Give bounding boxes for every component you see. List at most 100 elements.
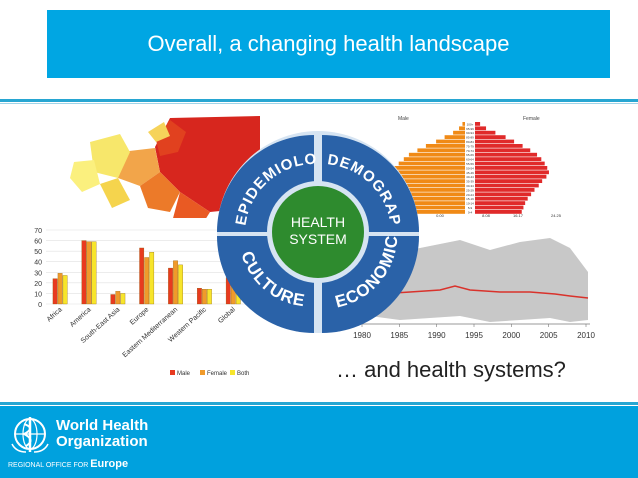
pyramid-female-bar [475, 174, 547, 179]
pyramid-male-bar [425, 144, 465, 148]
pyramid-x-tick: 24.25 [551, 213, 562, 218]
bar-chart-y-tick: 40 [34, 260, 42, 267]
footer-band [0, 406, 638, 478]
pyramid-female-bar [475, 161, 545, 166]
pyramid-female-bar [475, 210, 522, 214]
wheel-center-line2: SYSTEM [289, 231, 347, 247]
pyramid-male-bar [444, 135, 465, 139]
population-pyramid: Male Female 100+95-9990-9485-8980-8475-7… [391, 116, 562, 218]
pyramid-age-label: 5-9 [468, 206, 473, 210]
bar-both-2 [120, 293, 126, 305]
pyramid-age-label: 35-39 [466, 180, 474, 184]
bar-chart-y-tick: 0 [38, 302, 42, 309]
bar-female-3 [144, 257, 150, 305]
line-x-tick: 1985 [390, 331, 408, 340]
pyramid-male-bar [436, 139, 465, 144]
bar-both-1 [91, 241, 97, 305]
pyramid-male-bar [403, 157, 465, 161]
pyramid-female-bar [475, 135, 506, 139]
legend-swatch-male [170, 370, 175, 375]
pyramid-male-bar [459, 126, 465, 131]
bar-female-2 [115, 291, 121, 305]
pyramid-age-label: 30-34 [466, 184, 474, 188]
pyramid-age-label: 55-59 [466, 162, 474, 166]
legend-label-male: Male [177, 371, 191, 377]
pyramid-male-bar [391, 170, 465, 175]
pyramid-age-label: 25-29 [466, 188, 474, 192]
bar-male-1 [81, 240, 87, 305]
pyramid-male-bar [407, 192, 465, 197]
bar-female-5 [202, 289, 207, 305]
pyramid-male-bar [397, 179, 465, 183]
pyramid-female-bar [475, 183, 539, 188]
bar-chart-x-label: Eastern Mediterranean [122, 306, 180, 359]
pyramid-age-label: 90-94 [466, 131, 474, 135]
pyramid-x-tick: 8.08 [482, 213, 491, 218]
bar-chart-x-label: Africa [46, 306, 64, 323]
legend-label-female: Female [207, 371, 228, 377]
who-org-line1: World Health [56, 417, 149, 434]
bar-chart-y-tick: 50 [34, 249, 42, 256]
pyramid-age-label: 10-14 [466, 202, 474, 206]
pyramid-female-bar [475, 139, 515, 144]
who-emblem-icon [11, 417, 49, 453]
pyramid-age-label: 75-79 [466, 144, 474, 148]
bar-chart-y-tick: 10 [34, 291, 42, 298]
pyramid-age-label: 65-69 [466, 153, 474, 157]
region-name: Europe [90, 458, 129, 470]
line-x-tick: 1990 [428, 331, 446, 340]
pyramid-male-label: Male [398, 116, 409, 122]
bar-both-4 [178, 264, 183, 305]
bar-chart-x-label: America [69, 306, 93, 328]
pyramid-age-label: 20-24 [466, 193, 474, 197]
pyramid-female-bar [475, 144, 523, 148]
pyramid-male-bar [453, 130, 465, 135]
health-system-wheel: HEALTH SYSTEM EPIDEMIOLOGY DEMOGRAPHIC C… [183, 124, 419, 333]
pyramid-male-bar [394, 166, 465, 170]
slide-title: Overall, a changing health landscape [147, 31, 510, 56]
pyramid-male-bar [400, 183, 465, 188]
bar-chart-y-tick: 20 [34, 281, 42, 288]
bar-male-3 [139, 247, 145, 305]
pyramid-age-label: 95-99 [466, 127, 474, 131]
legend-swatch-female [200, 370, 205, 375]
pyramid-female-bar [475, 152, 538, 157]
pyramid-age-label: 85-89 [466, 136, 474, 140]
wheel-center [272, 186, 364, 278]
bar-both-5 [207, 289, 212, 305]
pyramid-male-bar [408, 152, 465, 157]
pyramid-female-bar [475, 130, 496, 135]
pyramid-female-bar [475, 196, 528, 201]
pyramid-female-bar [475, 170, 549, 175]
pyramid-male-bar [398, 161, 465, 166]
line-x-tick: 2010 [577, 331, 595, 340]
pyramid-female-bar [475, 201, 526, 205]
pyramid-female-bar [475, 179, 543, 183]
pyramid-male-bar [462, 122, 465, 126]
line-x-tick: 2005 [540, 331, 558, 340]
bar-chart-x-label: Europe [129, 306, 151, 326]
bar-chart-y-tick: 60 [34, 239, 42, 246]
bar-both-0 [62, 275, 68, 305]
who-regional-office: REGIONAL OFFICE FOR Europe [8, 458, 128, 470]
pyramid-age-label: 15-19 [466, 197, 474, 201]
bar-male-5 [197, 287, 202, 305]
pyramid-male-bar [403, 188, 465, 192]
pyramid-male-bar [410, 196, 465, 201]
pyramid-female-bar [475, 122, 481, 126]
pyramid-age-label: 100+ [467, 122, 474, 126]
bar-male-2 [110, 294, 116, 305]
pyramid-female-label: Female [523, 116, 540, 122]
footer-divider [0, 402, 638, 405]
pyramid-age-label: 0-4 [468, 210, 473, 214]
pyramid-age-label: 40-44 [466, 175, 474, 179]
pyramid-age-label: 70-74 [466, 149, 474, 153]
line-x-tick: 2000 [502, 331, 520, 340]
bar-female-1 [86, 241, 92, 305]
pyramid-age-label: 50-54 [466, 166, 474, 170]
line-x-tick: 1995 [465, 331, 483, 340]
header-divider [0, 99, 638, 102]
slide-title-bar: Overall, a changing health landscape [47, 10, 610, 78]
pyramid-male-bar [417, 148, 465, 153]
pyramid-male-bar [393, 174, 465, 179]
